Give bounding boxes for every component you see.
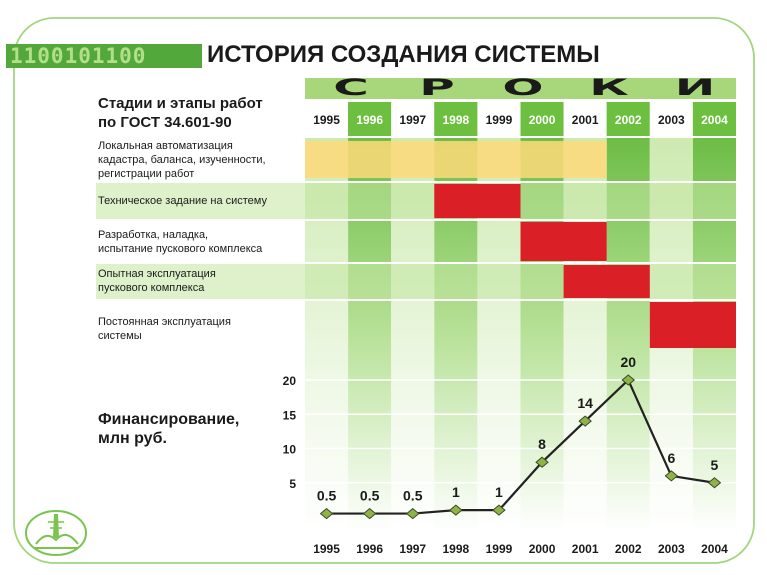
header-year-label: 2004: [701, 113, 728, 127]
header-cell: [520, 102, 564, 137]
data-label: 0.5: [317, 488, 337, 504]
stages-header: Стадии и этапы работ по ГОСТ 34.601-90: [98, 94, 263, 132]
stages-header-line: по ГОСТ 34.601-90: [98, 114, 232, 131]
data-point: [492, 504, 506, 516]
header-cell: [477, 102, 521, 137]
header-cell: [692, 102, 736, 137]
stages-header-line: Стадии и этапы работ: [98, 95, 263, 112]
data-point: [405, 507, 420, 520]
data-label: 20: [620, 354, 636, 370]
stage-label-line: регистрации работ: [98, 168, 195, 180]
y-tick-label: 10: [283, 443, 297, 457]
header-cell: [606, 102, 650, 137]
header-cell: [563, 102, 607, 137]
data-point: [535, 456, 549, 468]
year-column: [606, 102, 650, 532]
stage-label-line: испытание пускового комплекса: [98, 243, 263, 255]
header-cell: [348, 102, 392, 137]
y-tick-label: 5: [289, 477, 296, 491]
financing-chart: 5 10 15 20 0.5 0.5 0.5 1 1 8 14 20 6 5 1995 1996 1997 199…: [283, 354, 736, 556]
header-year-label: 1997: [399, 113, 426, 127]
data-point: [449, 504, 463, 516]
x-tick-label: 2000: [529, 542, 556, 556]
header-year-label: 1998: [442, 113, 469, 127]
header-year-label: 2001: [572, 113, 599, 127]
header-year-label: 2003: [658, 113, 685, 127]
data-label: 5: [711, 457, 719, 473]
stage-bar: [649, 302, 736, 348]
x-tick-label: 2002: [615, 542, 642, 556]
header-cell: [434, 102, 478, 137]
financing-label-line: Финансирование,: [98, 411, 240, 428]
stage-label-line: Техническое задание на систему: [98, 195, 267, 207]
header-year-label: 1996: [356, 113, 383, 127]
sroki-letter: И: [674, 76, 716, 101]
row-band: [96, 182, 736, 220]
stage-bar: [434, 184, 521, 218]
sroki-letter: Р: [419, 76, 455, 101]
stage-bar: [520, 222, 607, 261]
data-point: [578, 415, 592, 427]
data-point: [664, 470, 679, 482]
stage-label-line: Локальная автоматизация: [98, 140, 233, 152]
data-point: [362, 507, 377, 520]
header-year-label: 2000: [529, 113, 556, 127]
stage-label-line: пускового комплекса: [98, 282, 205, 294]
logo: [25, 510, 87, 556]
data-point: [319, 507, 334, 520]
data-label: 1: [452, 484, 460, 500]
page-title: ИСТОРИЯ СОЗДАНИЯ СИСТЕМЫ: [207, 41, 600, 68]
stage-bar: [305, 141, 607, 178]
data-label: 14: [577, 395, 593, 411]
x-tick-label: 2004: [701, 542, 728, 556]
binary-banner: 1100101100: [6, 44, 202, 68]
financing-label-line: млн руб.: [98, 430, 167, 447]
data-point: [621, 374, 636, 386]
y-tick-label: 15: [283, 408, 297, 422]
header-cell: [391, 102, 435, 137]
stage-bars: [305, 141, 736, 348]
data-point: [707, 477, 722, 489]
financing-label: Финансирование, млн руб.: [98, 410, 239, 448]
stage-label-permanent-operation: Постоянная эксплуатация системы: [98, 315, 231, 343]
sroki-letter: С: [333, 76, 369, 101]
x-tick-label: 1995: [313, 542, 340, 556]
x-tick-label: 1998: [442, 542, 469, 556]
stage-label-technical-task: Техническое задание на систему: [98, 194, 267, 208]
x-tick-label: 1997: [399, 542, 426, 556]
data-label: 8: [538, 436, 546, 452]
y-tick-label: 20: [283, 374, 297, 388]
stage-label-development: Разработка, наладка, испытание пускового…: [98, 228, 262, 256]
header-year-label: 1995: [313, 113, 340, 127]
data-label: 6: [667, 450, 675, 466]
x-tick-label: 1996: [356, 542, 383, 556]
header-year-label: 1999: [486, 113, 513, 127]
stage-label-line: кадастра, баланса, изученности,: [98, 154, 266, 166]
sroki-letter: К: [589, 76, 629, 101]
series-line: [326, 378, 715, 515]
stage-label-line: Разработка, наладка,: [98, 229, 209, 241]
stage-label-trial-operation: Опытная эксплуатация пускового комплекса: [98, 267, 216, 295]
stage-label-line: Постоянная эксплуатация: [98, 316, 231, 328]
data-label: 0.5: [360, 488, 380, 504]
x-tick-label: 2001: [572, 542, 599, 556]
stage-label-line: системы: [98, 330, 142, 342]
data-label: 1: [495, 484, 503, 500]
x-tick-label: 2003: [658, 542, 685, 556]
stage-label-local-automation: Локальная автоматизация кадастра, баланс…: [98, 139, 266, 181]
sroki-letter: О: [502, 76, 544, 101]
data-label: 0.5: [403, 488, 423, 504]
header-cell: [649, 102, 693, 137]
stage-label-line: Опытная эксплуатация: [98, 268, 216, 280]
stage-bar: [563, 265, 650, 298]
sroki-banner: С Р О К И: [305, 76, 736, 101]
header-year-label: 2002: [615, 113, 642, 127]
header-cell: [305, 102, 349, 137]
x-tick-label: 1999: [486, 542, 513, 556]
